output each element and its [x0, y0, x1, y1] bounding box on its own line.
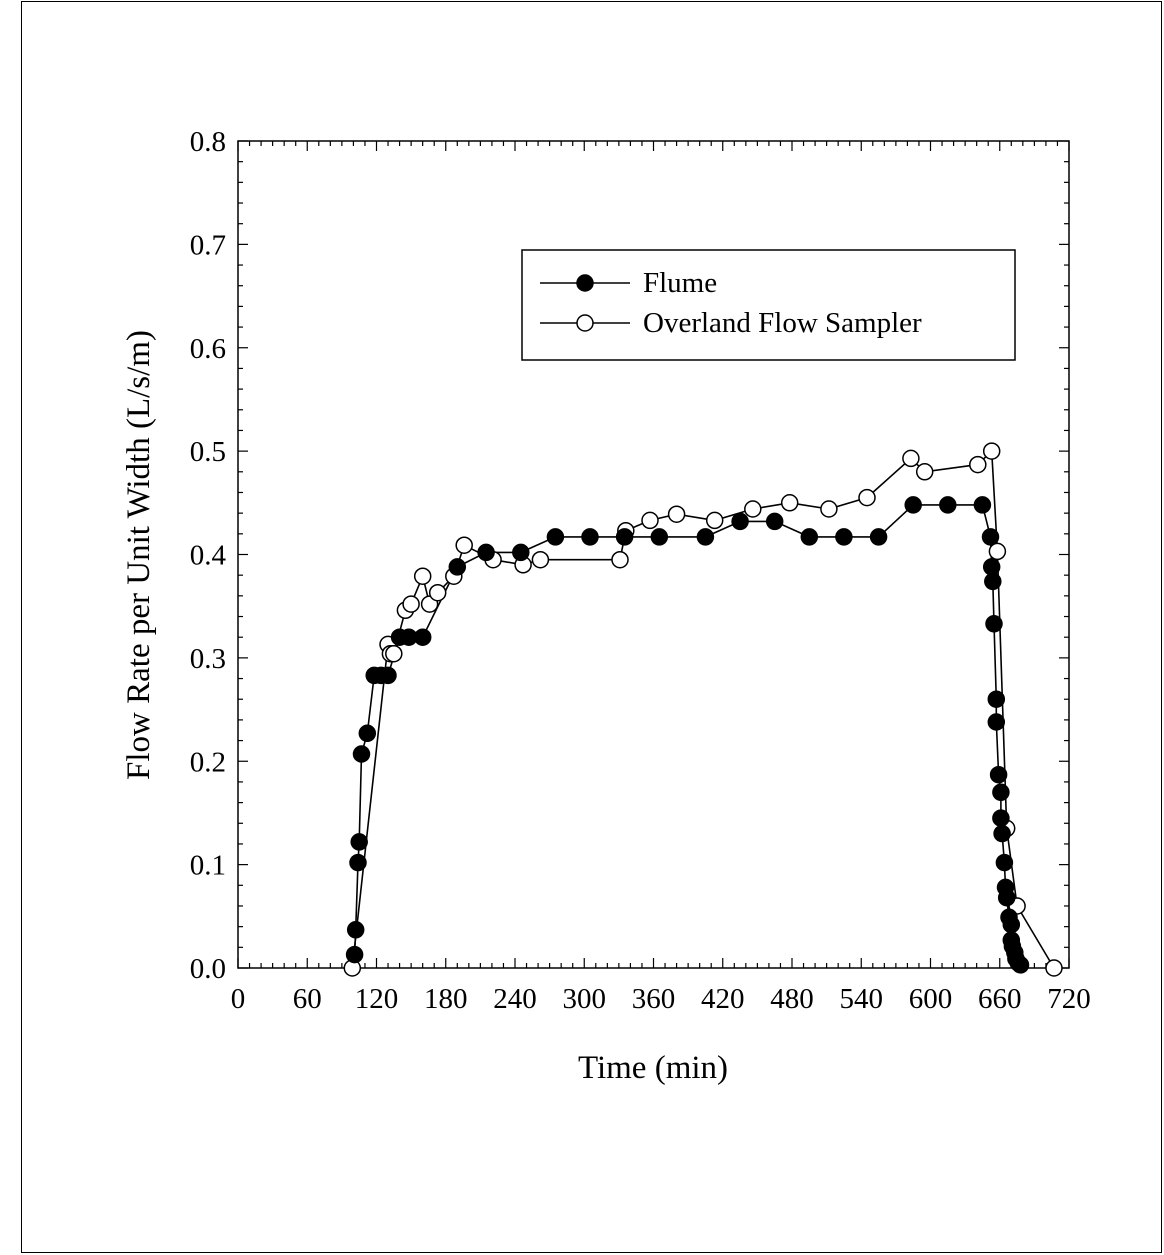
x-tick-label: 660 — [978, 983, 1022, 1015]
overland-flow-sampler-point — [428, 583, 447, 602]
overland-flow-sampler-point — [413, 567, 432, 585]
x-tick-label: 360 — [632, 983, 676, 1015]
flume-point — [349, 853, 367, 872]
flume-point — [904, 496, 922, 514]
flume-point — [346, 921, 365, 939]
y-tick-label: 0.2 — [190, 746, 226, 778]
overland-flow-sampler-point — [988, 542, 1007, 561]
series-layer — [343, 442, 1063, 977]
x-tick-label: 0 — [231, 983, 246, 1015]
legend-box — [521, 249, 1016, 361]
figure-frame — [21, 1, 1162, 1253]
y-tick-label: 0.4 — [190, 540, 227, 572]
x-tick-label: 120 — [355, 983, 399, 1015]
overland-flow-sampler-point — [915, 463, 934, 481]
y-tick-label: 0.1 — [190, 850, 226, 882]
flume-point — [987, 713, 1006, 731]
flume-point — [800, 528, 819, 546]
overland-flow-sampler-point — [902, 449, 920, 468]
y-tick-label: 0.7 — [190, 229, 226, 261]
overland-flow-sampler-point — [531, 550, 550, 569]
overland-flow-sampler-point — [780, 494, 799, 512]
y-tick-label: 0.5 — [190, 436, 226, 468]
flume-point — [992, 783, 1010, 802]
flume-point — [352, 745, 371, 763]
flume-point — [973, 496, 992, 514]
y-tick-labels: 0.0 0.1 0.2 0.3 0.4 0.5 0.6 0.7 0.8 — [190, 126, 227, 985]
overland-flow-sampler-point — [820, 500, 838, 518]
overland-flow-sampler-point — [667, 505, 686, 523]
flume-point — [1011, 956, 1030, 974]
flume-point — [731, 512, 749, 531]
flume-point — [650, 528, 669, 546]
x-axis-label: Time (min) — [578, 1050, 728, 1086]
flume-point — [350, 833, 368, 851]
x-tick-label: 420 — [701, 983, 745, 1015]
flume-point — [615, 528, 634, 546]
x-tick-label: 60 — [293, 983, 322, 1015]
flume-point — [448, 558, 467, 576]
flume-point — [477, 543, 495, 562]
overland-flow-sampler-point — [705, 511, 724, 530]
flume-point — [984, 572, 1002, 591]
flume-point — [512, 543, 530, 562]
legend-ofs-marker — [576, 314, 594, 332]
x-tick-label: 600 — [909, 983, 953, 1015]
flume-point — [985, 615, 1003, 633]
legend-flume-label: Flume — [643, 267, 717, 299]
legend-flume-marker — [576, 274, 594, 292]
legend: Flume Overland Flow Sampler — [521, 249, 1016, 361]
flume-point — [992, 809, 1010, 827]
flume-point — [869, 528, 888, 546]
flume-point — [696, 528, 715, 546]
x-tick-label: 480 — [770, 983, 814, 1015]
flume-point — [989, 765, 1008, 784]
overland-flow-sampler-point — [402, 595, 420, 613]
x-tick-labels: 0 60 120 180 240 300 360 420 480 540 600 660 720 — [231, 983, 1091, 1015]
flume-point — [993, 824, 1011, 843]
y-tick-label: 0.8 — [190, 126, 226, 158]
flume-point — [835, 528, 853, 546]
x-tick-label: 720 — [1047, 983, 1091, 1015]
overland-flow-sampler-point — [744, 500, 762, 518]
y-tick-label: 0.6 — [190, 333, 226, 365]
flume-point — [982, 558, 1001, 576]
overland-flow-sampler-point — [641, 511, 659, 530]
y-tick-label: 0.3 — [190, 643, 226, 675]
flume-point — [765, 512, 784, 531]
x-tick-label: 240 — [493, 983, 537, 1015]
flume-point — [987, 690, 1006, 708]
y-axis-label: Flow Rate per Unit Width (L/s/m) — [121, 330, 157, 780]
overland-flow-sampler-point — [455, 536, 473, 554]
y-tick-label: 0.0 — [190, 953, 226, 985]
flume-point — [413, 628, 432, 646]
flume-point — [997, 888, 1016, 907]
flume-point — [581, 528, 599, 546]
flume-point — [379, 666, 397, 685]
overland-flow-sampler-point — [385, 644, 403, 663]
legend-ofs-label: Overland Flow Sampler — [643, 307, 922, 339]
x-tick-label: 300 — [563, 983, 607, 1015]
x-tick-label: 180 — [424, 983, 468, 1015]
flume-point — [345, 945, 364, 964]
flume-point — [981, 528, 1000, 546]
flume-point — [995, 853, 1014, 872]
x-tick-label: 540 — [840, 983, 884, 1015]
flume-point — [1002, 915, 1021, 934]
overland-flow-sampler-point — [1045, 959, 1063, 977]
overland-flow-sampler-point — [969, 455, 987, 474]
flume-point — [939, 496, 957, 514]
overland-flow-sampler-point — [611, 550, 629, 569]
flume-point — [358, 724, 377, 743]
flume-point — [546, 528, 565, 546]
overland-flow-sampler-point — [858, 488, 876, 507]
overland-flow-sampler-point — [982, 442, 1001, 460]
